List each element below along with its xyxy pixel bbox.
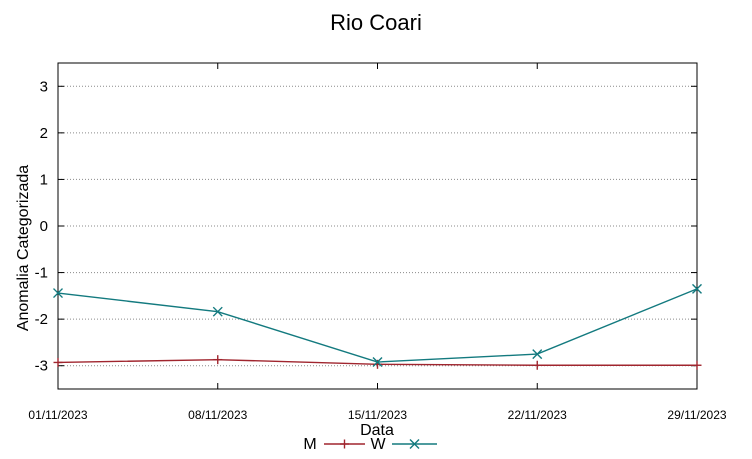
- y-tick-label: 2: [40, 125, 48, 142]
- series-point-w-d2: [212, 306, 223, 317]
- y-tick-label: 1: [40, 171, 48, 188]
- legend-label-m: M: [303, 436, 316, 453]
- x-tick-label: 08/11/2023: [188, 408, 247, 422]
- series-point-w-d2: [372, 356, 383, 367]
- series-layer: [53, 283, 702, 370]
- x-tick-label: 29/11/2023: [667, 408, 726, 422]
- series-w: [53, 283, 702, 367]
- grid-lines: [58, 85, 697, 367]
- y-tick-label: -1: [35, 265, 48, 282]
- y-tick-label: -3: [35, 358, 48, 375]
- x-tick-label: 01/11/2023: [28, 408, 87, 422]
- x-axis-ticks: 01/11/2023 08/11/2023 15/11/2023 22/11/2023…: [28, 63, 727, 422]
- x-tick-label: 15/11/2023: [348, 408, 407, 422]
- y-tick-label: -2: [35, 311, 48, 328]
- x-tick-label: 22/11/2023: [508, 408, 567, 422]
- series-point-w-d2: [532, 349, 543, 360]
- legend-label-w: W: [370, 436, 386, 453]
- series-point-w-d2: [692, 283, 702, 294]
- y-axis-ticks: 3 2 1 0 -1 -2 -3: [35, 78, 697, 375]
- series-line-w: [57, 288, 698, 363]
- y-tick-label: 0: [40, 218, 48, 235]
- series-point-w-d2: [53, 288, 63, 299]
- chart-title: Rio Coari: [330, 10, 422, 35]
- x-axis-label: Data: [360, 422, 394, 439]
- legend-marker-w-d2: [409, 439, 420, 449]
- y-axis-label: Anomalia Categorizada: [15, 165, 32, 331]
- y-tick-label: 3: [40, 78, 48, 95]
